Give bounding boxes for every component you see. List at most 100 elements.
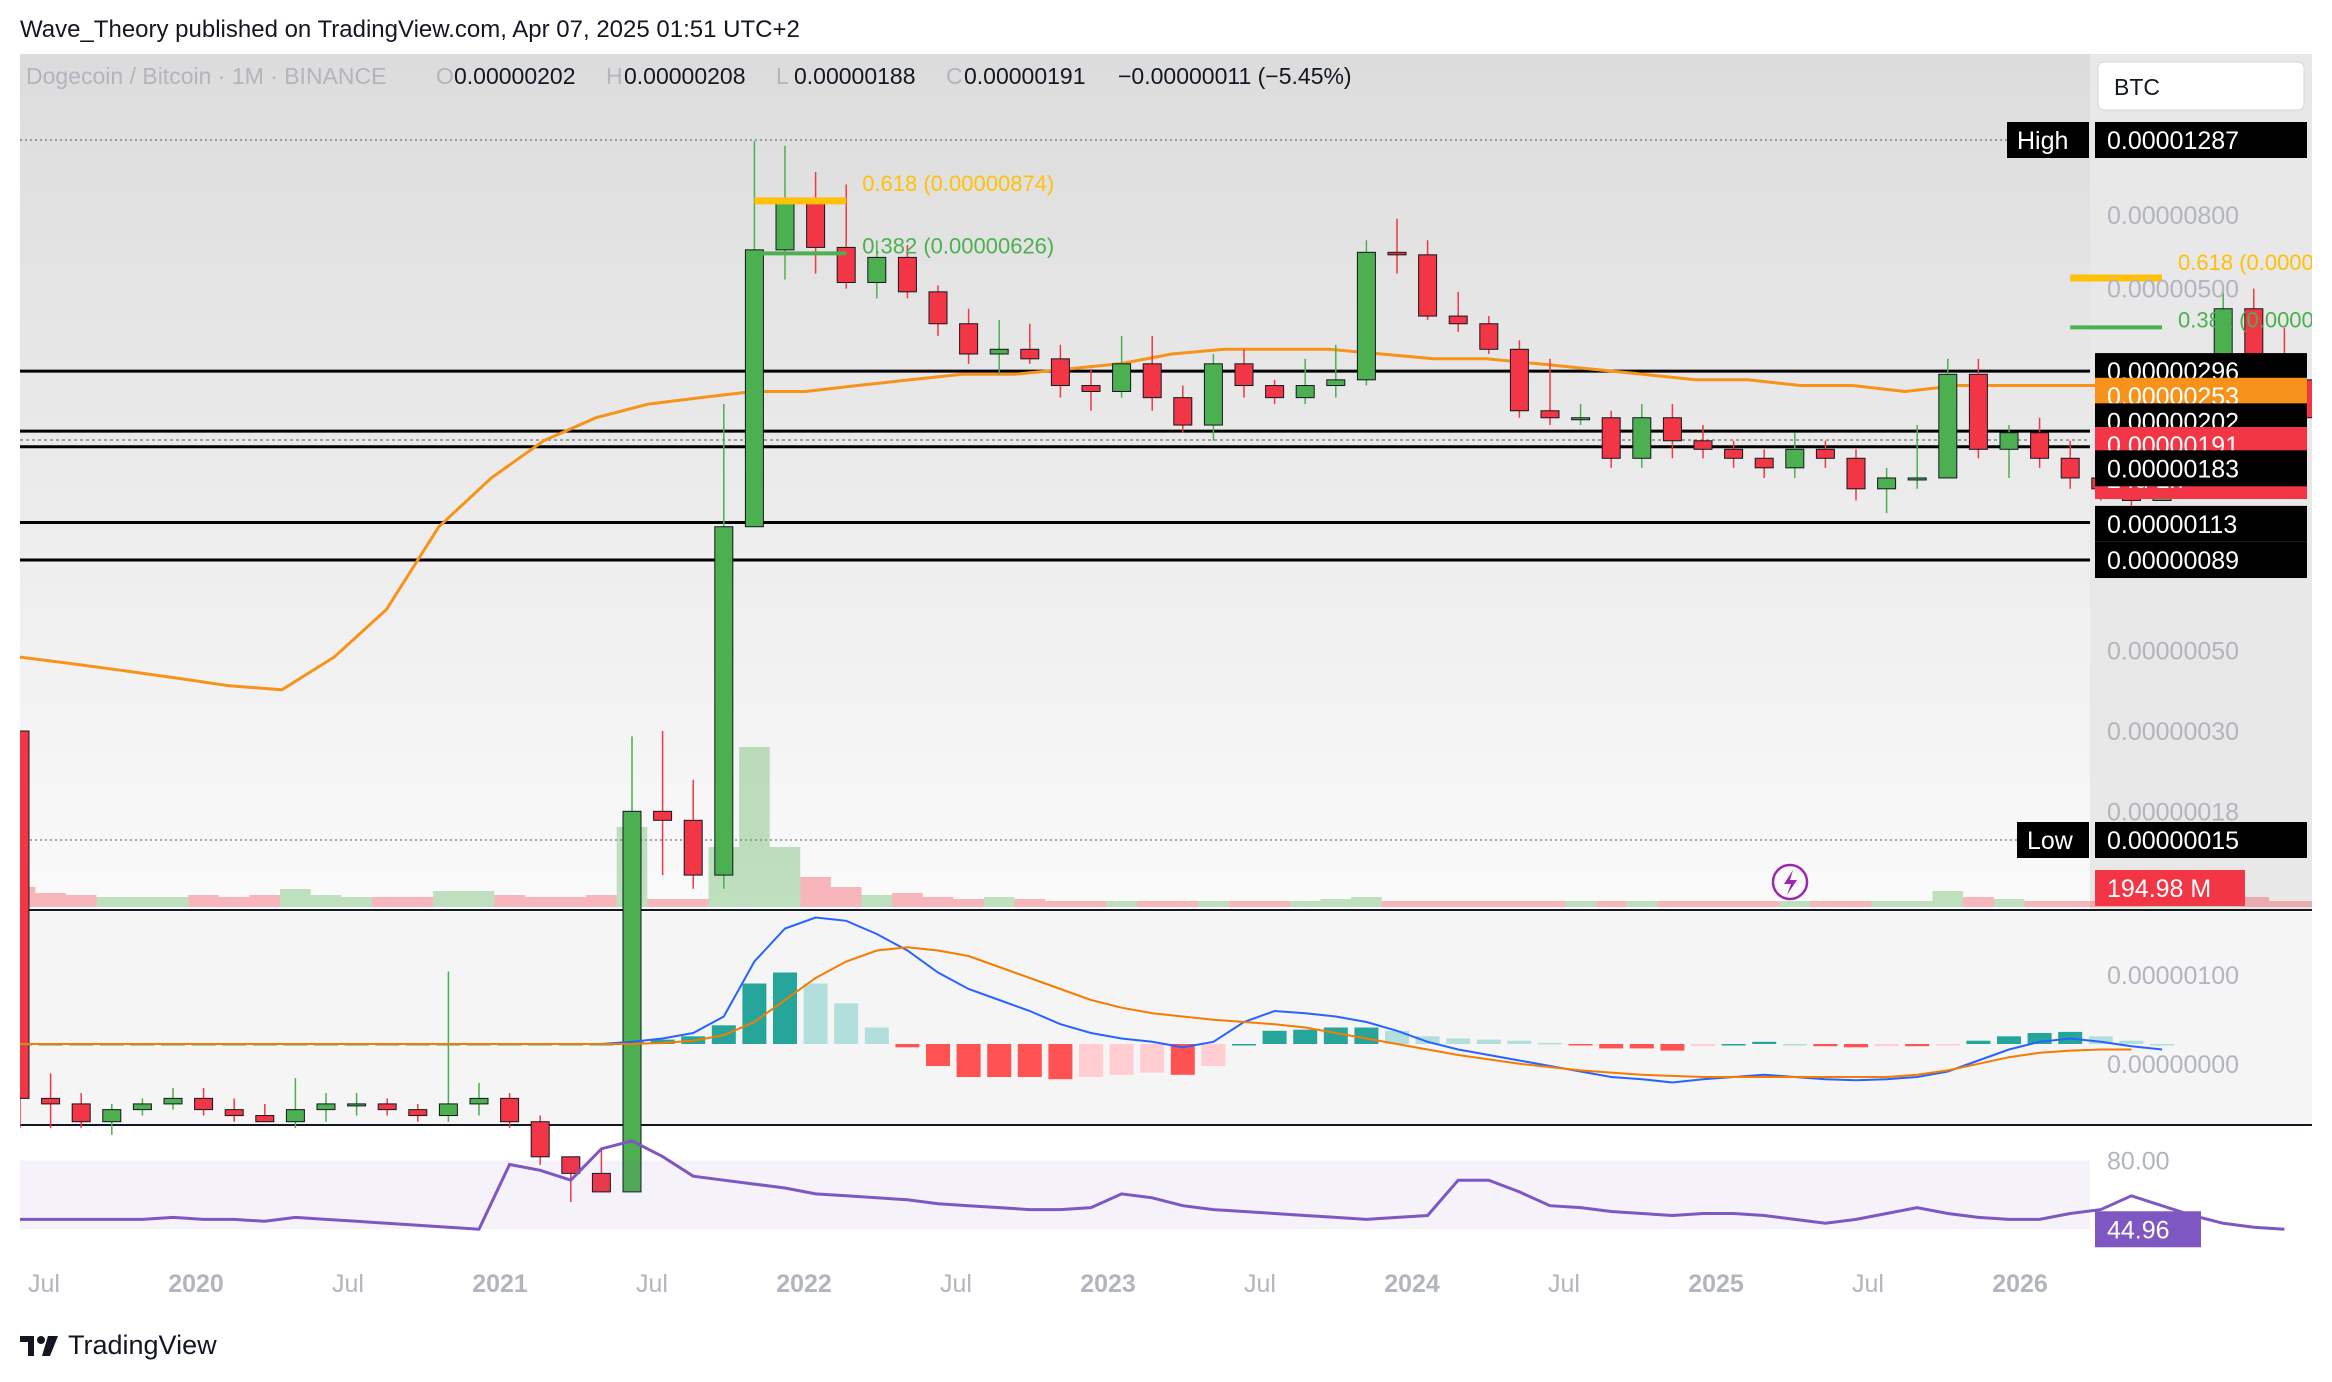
volume-bar <box>1136 901 1168 907</box>
macd-histogram-bar <box>1323 1027 1348 1044</box>
candle-body <box>1662 417 1682 442</box>
macd-histogram-bar <box>803 983 828 1044</box>
macd-histogram-bar <box>1048 1044 1073 1080</box>
price-axis-tick: 0.00000018 <box>2107 798 2239 826</box>
candle-body <box>408 1109 428 1117</box>
volume-bar <box>1657 901 1688 907</box>
volume-bar <box>1932 891 1964 907</box>
macd-histogram-bar <box>864 1027 889 1044</box>
macd-histogram-bar <box>2088 1036 2113 1044</box>
tradingview-logo-icon <box>20 1335 58 1356</box>
candle-body <box>1203 363 1223 426</box>
candle-body <box>1571 417 1591 421</box>
macd-signal-line <box>20 946 2132 1078</box>
candle-body <box>897 256 917 293</box>
volume-bar <box>1289 901 1321 907</box>
volume-bar <box>2269 901 2300 907</box>
macd-histogram-bar <box>1997 1036 2021 1044</box>
volume-bar <box>953 899 984 907</box>
rsi-band <box>20 1160 2090 1230</box>
macd-histogram-bar <box>1660 1044 1685 1051</box>
macd-histogram-bar <box>1293 1029 1318 1044</box>
volume-bar <box>1993 899 2025 907</box>
volume-bar <box>1320 899 1352 907</box>
legend-low-label: L <box>776 63 789 89</box>
volume-bar <box>2299 901 2312 907</box>
footer-brand[interactable]: TradingView <box>20 1330 217 1361</box>
volume-bar <box>647 899 678 907</box>
candle-body <box>1050 358 1070 387</box>
currency-box[interactable] <box>2097 61 2305 111</box>
macd-histogram-bar <box>926 1044 950 1066</box>
candle-body <box>163 1097 183 1105</box>
volume-bar <box>1381 901 1413 907</box>
macd-histogram-bar <box>650 1039 675 1044</box>
candle-body <box>1815 448 1835 459</box>
candle-body <box>806 197 826 248</box>
time-axis-label: Jul <box>1548 1270 1580 1298</box>
main-pane-fill <box>20 54 2090 909</box>
macd-histogram-bar <box>620 1041 644 1044</box>
macd-histogram-bar <box>1813 1044 1838 1047</box>
candle-body <box>1142 363 1162 399</box>
volume-bar <box>1351 897 1382 907</box>
volume-bar <box>1901 901 1933 907</box>
macd-histogram-bar <box>1844 1044 1868 1048</box>
attribution-text: Wave_Theory published on TradingView.com… <box>20 16 800 43</box>
volume-bar <box>1810 901 1841 907</box>
level-price-tag: 0.00000113 <box>2095 505 2307 542</box>
candle-body <box>775 197 795 251</box>
macd-histogram-bar <box>1629 1044 1654 1049</box>
fib-level-label: 0.618 (0.00000535) <box>2178 250 2312 275</box>
volume-bar <box>1014 899 1046 907</box>
level-price-tag-text: 0.00000183 <box>2107 455 2239 483</box>
volume-bar <box>555 897 587 907</box>
low-label-bg <box>2017 822 2089 858</box>
candle-body <box>1020 348 1040 360</box>
flash-icon[interactable] <box>1771 863 1809 901</box>
candle-body <box>224 1109 244 1117</box>
volume-bar <box>1259 901 1290 907</box>
candle-body <box>1877 477 1897 490</box>
high-price-tag-bg <box>2095 122 2307 158</box>
chart-symbol-title: Dogecoin / Bitcoin · 1M · BINANCE <box>26 63 386 89</box>
time-axis-label: Jul <box>1852 1270 1884 1298</box>
macd-histogram-bar <box>1262 1030 1287 1044</box>
macd-histogram-bar <box>1874 1044 1899 1047</box>
volume-bar <box>1045 901 1076 907</box>
volume-bar <box>922 897 954 907</box>
candle-body <box>1968 373 1988 450</box>
candle-body <box>194 1097 214 1111</box>
chart-svg[interactable]: 0.618 (0.00000874) 0.382 (0.00000626) 0.61… <box>20 54 2312 1312</box>
candle-body <box>132 1103 152 1111</box>
candle-body <box>836 246 856 283</box>
macd-histogram-bar <box>1476 1039 1501 1044</box>
candle-body <box>1387 251 1407 256</box>
macd-histogram-bar <box>1415 1036 1440 1044</box>
volume-bar <box>341 897 372 907</box>
volume-bar <box>1963 897 1994 907</box>
time-axis-label: Jul <box>332 1270 364 1298</box>
candle-body <box>20 730 30 1099</box>
macd-histogram-bar <box>1568 1044 1593 1046</box>
price-axis-tick: 0.00000050 <box>2107 638 2239 666</box>
macd-histogram-bar <box>2027 1033 2052 1044</box>
high-price-tag: 0.00001287 <box>2095 122 2307 158</box>
macd-histogram-bar <box>742 983 767 1044</box>
low-price-tag: 0.00000015 <box>2095 822 2307 858</box>
time-axis-label: 2022 <box>776 1270 832 1298</box>
volume-bar <box>2024 901 2055 907</box>
volume-bar <box>463 891 495 907</box>
candle-body <box>1479 323 1499 350</box>
volume-bar <box>1534 901 1566 907</box>
volume-bar <box>249 895 281 907</box>
volume-bar <box>35 893 66 907</box>
rsi-line <box>20 1139 2285 1231</box>
chart-frame[interactable]: 0.618 (0.00000874) 0.382 (0.00000626) 0.61… <box>20 54 2312 1312</box>
level-price-tag-text: 0.00000113 <box>2107 511 2237 539</box>
candle-body <box>438 1103 458 1117</box>
level-price-tag: 0.00000183 <box>2095 450 2307 487</box>
fib-level-label: 0.382 (0.00000626) <box>862 233 1054 258</box>
low-price-tag-text: 0.00000015 <box>2107 827 2239 855</box>
candle-body <box>500 1097 520 1123</box>
